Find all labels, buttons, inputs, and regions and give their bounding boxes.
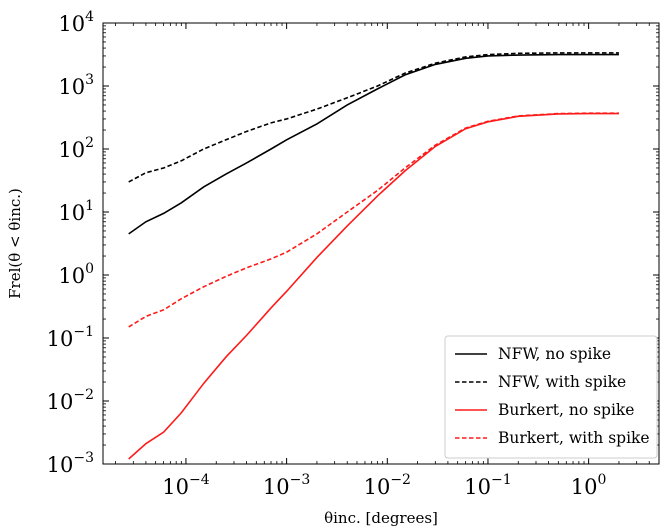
y-tick-label: 10−1: [47, 324, 94, 351]
legend-label: Burkert, no spike: [498, 401, 634, 419]
y-axis-label: Frel(θ < θinc.): [6, 188, 24, 299]
y-tick-label: 100: [58, 261, 94, 288]
legend-box: [444, 335, 658, 459]
x-tick-label: 10−2: [364, 472, 411, 499]
y-tick-label: 10−2: [47, 387, 94, 414]
x-tick-label: 100: [571, 472, 607, 499]
y-tick-label: 104: [58, 9, 94, 36]
x-tick-label: 10−1: [464, 472, 511, 499]
legend: NFW, no spike NFW, with spike Burkert, no …: [444, 335, 658, 459]
x-tick-label: 10−3: [263, 472, 310, 499]
series-line-4: [128, 112, 619, 328]
plot-area: [128, 52, 619, 460]
legend-label: NFW, no spike: [498, 345, 611, 363]
y-tick-label: 10−3: [47, 450, 94, 477]
x-axis-label: θinc. [degrees]: [324, 509, 438, 527]
legend-label: NFW, with spike: [498, 373, 626, 391]
y-tick-label: 101: [58, 198, 94, 225]
y-tick-label: 103: [58, 72, 94, 99]
y-tick-label: 102: [58, 135, 94, 162]
axes: 10−4 10−3 10−2 10−1 100 10−3 10−2 10−1 100 101 102…: [47, 9, 660, 499]
legend-label: Burkert, with spike: [498, 429, 650, 447]
x-tick-label: 10−4: [162, 472, 209, 499]
plot-frame: [102, 22, 660, 465]
series-line-2: [128, 52, 619, 183]
series-line-1: [128, 53, 619, 235]
